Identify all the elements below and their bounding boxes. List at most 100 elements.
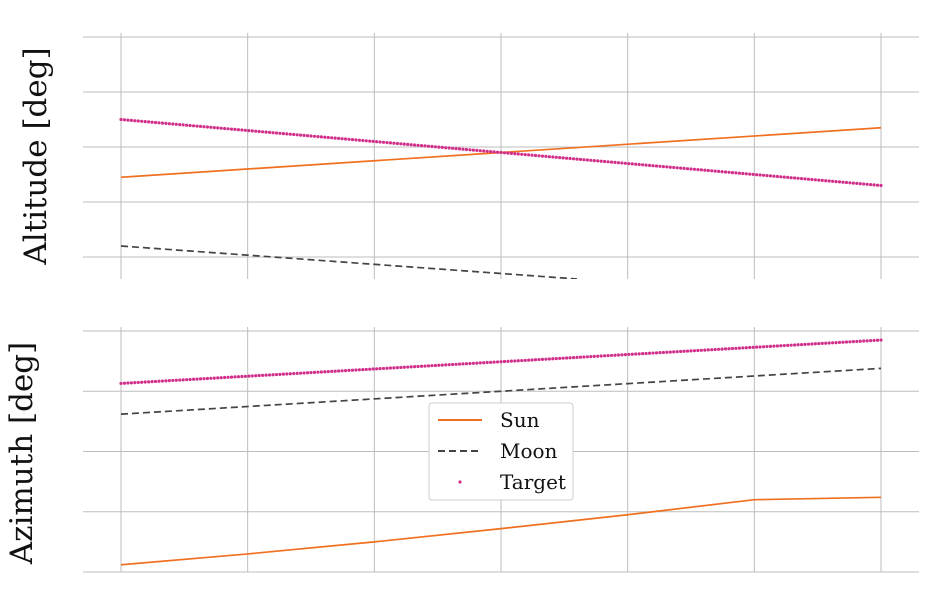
- target-point: [122, 118, 127, 122]
- target-point: [302, 133, 306, 137]
- target-point: [748, 172, 752, 176]
- target-point: [689, 167, 693, 171]
- target-point: [565, 156, 569, 160]
- target-point: [813, 178, 817, 182]
- target-point: [540, 154, 545, 158]
- target-point: [423, 364, 427, 368]
- target-point: [509, 151, 513, 155]
- target-point: [841, 340, 845, 344]
- target-point: [247, 374, 251, 378]
- target-point: [475, 148, 479, 152]
- target-point: [589, 158, 593, 162]
- target-point: [381, 140, 386, 144]
- target-point: [319, 135, 323, 139]
- target-point: [495, 360, 500, 364]
- azimuth-gridlines: [83, 327, 919, 573]
- target-point: [672, 350, 676, 354]
- target-point: [261, 373, 265, 377]
- target-point: [848, 340, 852, 344]
- target-point: [862, 182, 866, 186]
- target-point: [855, 181, 859, 185]
- target-point: [644, 163, 648, 167]
- target-point: [806, 342, 811, 346]
- target-point: [717, 347, 721, 351]
- target-point: [748, 345, 752, 350]
- altitude-ylabel: Altitude [deg]: [18, 47, 54, 265]
- target-point: [578, 355, 583, 359]
- target-point: [482, 361, 486, 365]
- target-point: [281, 132, 285, 136]
- target-point: [461, 362, 465, 366]
- target-point: [551, 155, 555, 159]
- target-point: [734, 346, 738, 350]
- target-point: [385, 366, 389, 370]
- target-point: [875, 338, 880, 342]
- target-point: [799, 342, 804, 347]
- target-point: [233, 127, 237, 131]
- target-point: [409, 365, 413, 369]
- legend-target-swatch: [458, 480, 462, 484]
- target-point: [278, 131, 282, 135]
- target-point: [499, 360, 503, 364]
- target-point: [316, 370, 320, 374]
- target-point: [133, 381, 137, 385]
- target-point: [679, 166, 683, 170]
- target-point: [779, 175, 783, 179]
- target-point: [661, 165, 665, 169]
- target-point: [326, 135, 330, 140]
- target-point: [364, 367, 368, 372]
- target-point: [644, 351, 648, 356]
- target-point: [824, 341, 828, 345]
- target-point: [630, 352, 634, 356]
- target-point: [599, 159, 603, 163]
- legend-box: [428, 402, 574, 501]
- target-point: [323, 370, 327, 374]
- target-point: [606, 160, 610, 164]
- target-point: [274, 372, 279, 377]
- target-point: [758, 173, 762, 177]
- target-point: [609, 353, 614, 358]
- target-point: [523, 358, 527, 362]
- target-point: [143, 120, 147, 124]
- target-point: [371, 139, 375, 143]
- target-point: [582, 355, 586, 359]
- target-point: [178, 378, 182, 382]
- target-point: [489, 360, 493, 364]
- target-point: [185, 123, 189, 127]
- target-point: [696, 168, 700, 172]
- target-point: [371, 367, 375, 371]
- target-point: [195, 377, 199, 381]
- target-point: [129, 381, 133, 385]
- target-point: [295, 133, 299, 137]
- target-point: [692, 167, 697, 171]
- target-point: [533, 358, 538, 362]
- target-point: [502, 359, 507, 364]
- target-point: [627, 162, 631, 166]
- moon-line: [120, 367, 882, 415]
- target-point: [413, 143, 417, 147]
- target-point: [675, 350, 679, 354]
- target-point: [419, 364, 424, 368]
- target-point: [851, 340, 855, 344]
- target-point: [647, 163, 652, 167]
- target-point: [616, 161, 621, 165]
- target-point: [530, 358, 534, 362]
- target-point: [385, 141, 389, 145]
- target-point: [744, 172, 748, 176]
- target-point: [444, 363, 448, 367]
- target-point: [126, 381, 130, 385]
- target-point: [810, 177, 814, 182]
- target-point: [198, 377, 203, 381]
- target-point: [596, 354, 600, 358]
- target-point: [433, 363, 437, 368]
- target-point: [682, 349, 686, 353]
- target-point: [641, 352, 645, 356]
- target-point: [171, 378, 175, 383]
- target-point: [506, 359, 510, 363]
- target-point: [361, 368, 365, 372]
- target-point: [765, 174, 769, 178]
- target-point: [278, 372, 282, 376]
- target-point: [236, 375, 241, 379]
- target-point: [703, 348, 707, 352]
- target-point: [333, 136, 337, 140]
